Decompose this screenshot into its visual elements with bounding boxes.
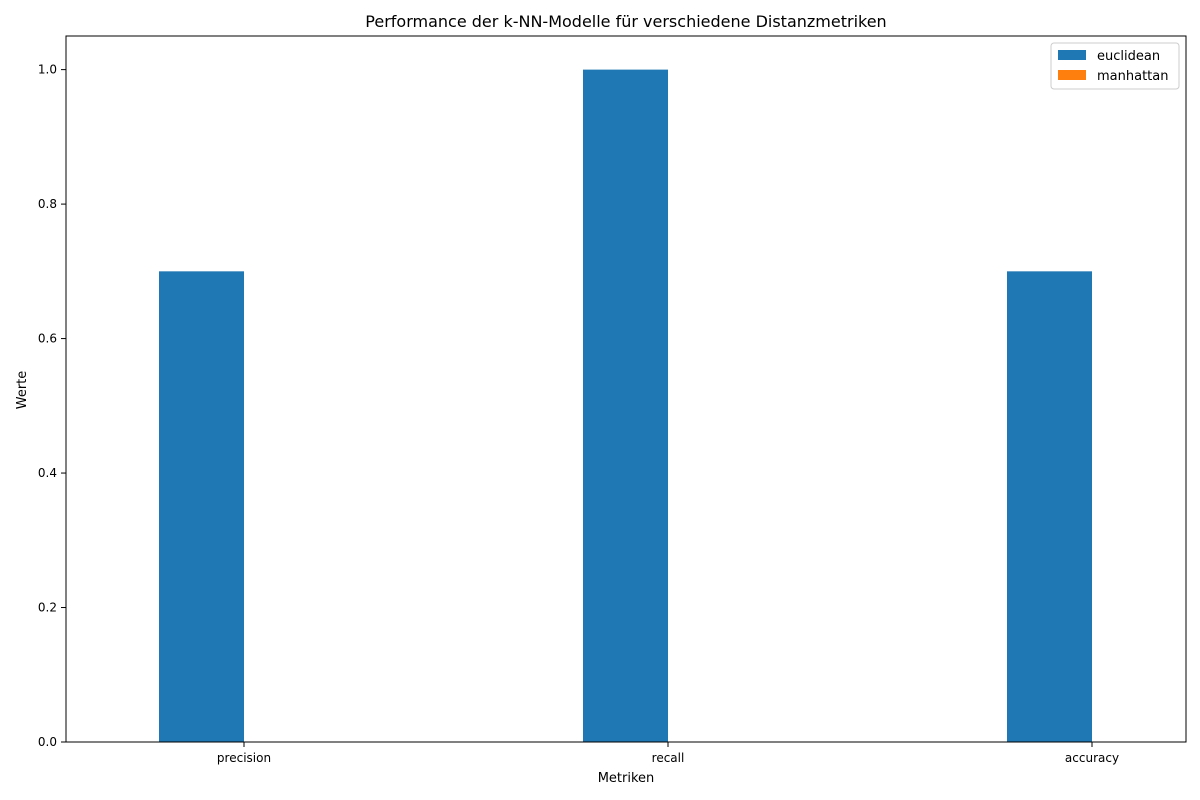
chart-title: Performance der k-NN-Modelle für verschi…: [365, 12, 886, 31]
y-tick-label: 0.8: [38, 197, 57, 211]
plot-area: 0.0 0.2 0.4 0.6 0.8 1.0 precision recall accurac…: [38, 35, 1187, 765]
legend: euclidean manhattan: [1050, 42, 1180, 90]
legend-swatch-euclidean: [1058, 50, 1086, 60]
bar-euclidean-recall: [583, 69, 668, 743]
bar-euclidean-accuracy: [1007, 271, 1092, 742]
y-tick-label: 1.0: [38, 63, 57, 77]
y-axis-label: Werte: [15, 371, 30, 410]
x-axis-label: Metriken: [598, 771, 655, 786]
bar-euclidean-precision: [159, 271, 244, 742]
y-tick-label: 0.6: [38, 332, 57, 346]
x-tick-label: recall: [652, 751, 685, 765]
legend-label-euclidean: euclidean: [1097, 49, 1160, 64]
x-tick-label: precision: [217, 751, 271, 765]
y-tick-label: 0.0: [38, 735, 57, 749]
y-tick-label: 0.4: [38, 466, 57, 480]
axes-frame: [65, 35, 1187, 743]
legend-label-manhattan: manhattan: [1097, 69, 1168, 84]
x-tick-label: accuracy: [1065, 751, 1119, 765]
y-tick-label: 0.2: [38, 601, 57, 615]
legend-swatch-manhattan: [1058, 70, 1086, 80]
